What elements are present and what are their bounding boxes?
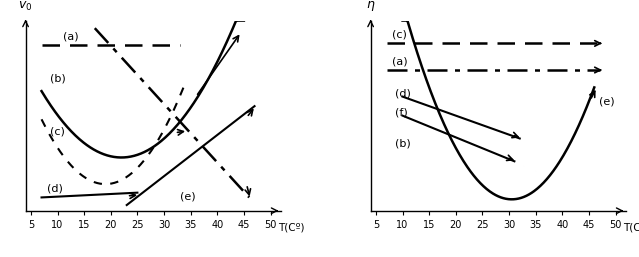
Text: T(Cº): T(Cº) — [624, 222, 639, 232]
Text: $v_0$: $v_0$ — [19, 0, 33, 13]
Text: (f): (f) — [394, 108, 407, 118]
Text: (d): (d) — [394, 89, 410, 99]
Text: (e): (e) — [599, 96, 614, 106]
Text: T(Cº): T(Cº) — [279, 222, 305, 232]
Text: $\eta$: $\eta$ — [366, 0, 375, 13]
Text: (a): (a) — [63, 32, 79, 42]
Text: (a): (a) — [392, 56, 408, 66]
Text: (c): (c) — [392, 30, 407, 40]
Text: (d): (d) — [47, 184, 63, 194]
Text: (b): (b) — [50, 74, 65, 84]
Text: (c): (c) — [50, 127, 65, 137]
Text: (e): (e) — [180, 191, 196, 201]
Text: (b): (b) — [394, 138, 410, 148]
